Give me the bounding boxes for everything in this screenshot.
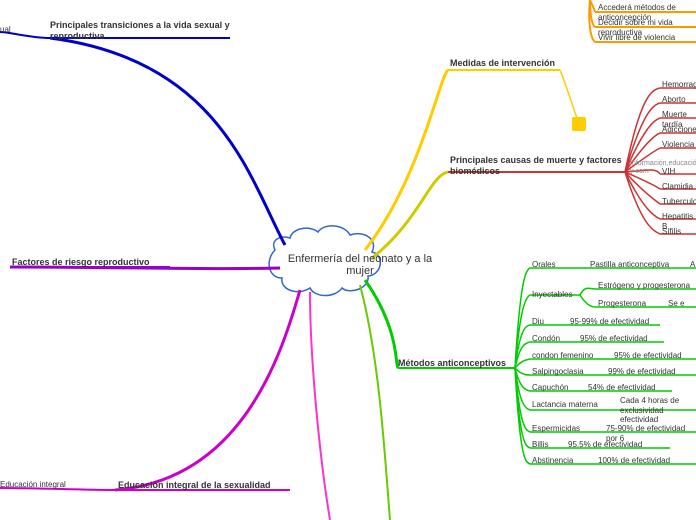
m-7c: 54% de efectividad [588,383,656,393]
m-4b: 95% de efectividad [580,334,648,344]
causas-0: Hemorragia [662,80,696,90]
m-6c: 99% de efectividad [608,367,676,377]
m-6a: Salpingoclasia [532,367,584,377]
branch-medidas: Medidas de intervención [450,58,555,69]
branch-metodos: Métodos anticonceptivos [398,358,506,369]
m-1a: Inyectables [532,290,572,300]
causas-9: Sífilis [662,227,681,237]
rights-item-2: Vivir libre de violencia [598,33,675,43]
m-3a: Diu [532,317,544,327]
branch-factores: Factores de riesgo reproductivo [12,257,150,268]
branch-transiciones-sub: ual [0,25,11,35]
causas-1: Aborto [662,95,686,105]
branch-causas: Principales causas de muerte y factores … [450,155,630,177]
branch-transiciones: Principales transiciones a la vida sexua… [50,20,240,42]
m-7a: Capuchón [532,383,568,393]
m-0a: Orales [532,260,556,270]
m-10b: 95.5% de efectividad [568,440,642,450]
m-3b: 95-99% de efectividad [570,317,649,327]
m-10a: Billis [532,440,548,450]
m-2b: Progesterona [598,299,646,309]
branch-educacion-sub: Educación integral [0,480,66,490]
branch-educacion: Educación integral de la sexualidad [118,480,271,491]
causas-4: Violencia [662,140,694,150]
m-8c: Cada 4 horas de exclusividad efectividad [620,396,696,425]
m-11a: Abstinencia [532,456,573,466]
causas-5: VIH [662,167,675,177]
m-11c: 100% de efectividad [598,456,670,466]
m-0c: A [690,260,695,270]
m-9a: Espermicidas [532,424,580,434]
causas-7: Tuberculosis [662,197,696,207]
m-0b: Pastilla anticonceptiva [590,260,669,270]
m-8a: Lactancia materna [532,400,598,410]
causas-3: Adicciones [662,125,696,135]
m-4a: Condón [532,334,560,344]
m-2c: Se e [668,299,684,309]
causas-6: Clamidia [662,182,693,192]
center-node: Enfermería del neonato y a la mujer [285,253,435,277]
m-5a: condon femenino [532,351,593,361]
m-5c: 95% de efectividad [614,351,682,361]
m-1b: Estrógeno y progesterona [598,281,690,291]
